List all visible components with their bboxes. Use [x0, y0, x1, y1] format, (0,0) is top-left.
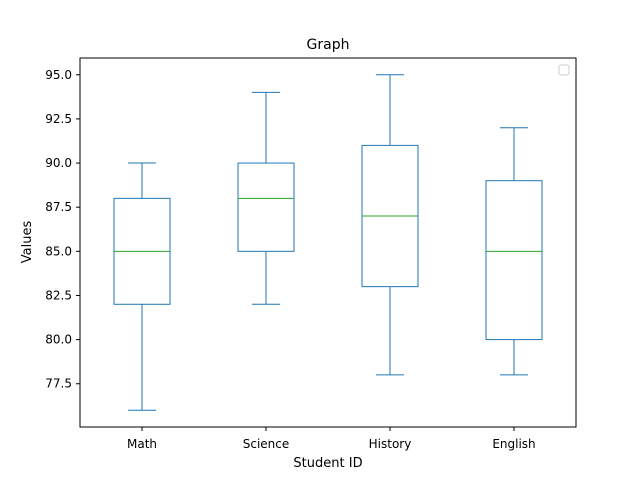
- y-axis-label: Values: [20, 221, 35, 264]
- legend-box: [558, 64, 570, 76]
- x-tick-label: English: [492, 437, 535, 451]
- box-science: [237, 91, 295, 305]
- y-tick-label: 87.5: [45, 200, 72, 214]
- iqr-box: [485, 180, 543, 341]
- y-tick-label: 92.5: [45, 112, 72, 126]
- iqr-box: [237, 162, 295, 252]
- x-axis-ticks: Math Science History English: [127, 427, 536, 451]
- box-math: [113, 162, 171, 411]
- y-tick-label: 85.0: [45, 244, 72, 258]
- y-tick-label: 90.0: [45, 156, 72, 170]
- x-axis-label: Student ID: [293, 456, 362, 471]
- y-tick-label: 82.5: [45, 288, 72, 302]
- y-axis-ticks: 77.5 80.0 82.5 85.0 87.5 90.0 92.5 95.0: [45, 68, 80, 391]
- chart-title: Graph: [307, 37, 350, 53]
- x-tick-label: Math: [127, 437, 157, 451]
- box-history: [361, 74, 419, 376]
- x-tick-label: History: [369, 437, 412, 451]
- y-tick-label: 95.0: [45, 68, 72, 82]
- box-english: [485, 127, 543, 376]
- x-tick-label: Science: [243, 437, 290, 451]
- box-series: [113, 74, 543, 411]
- plot-frame: [79, 57, 577, 428]
- y-tick-label: 80.0: [45, 333, 72, 347]
- y-tick-label: 77.5: [45, 377, 72, 391]
